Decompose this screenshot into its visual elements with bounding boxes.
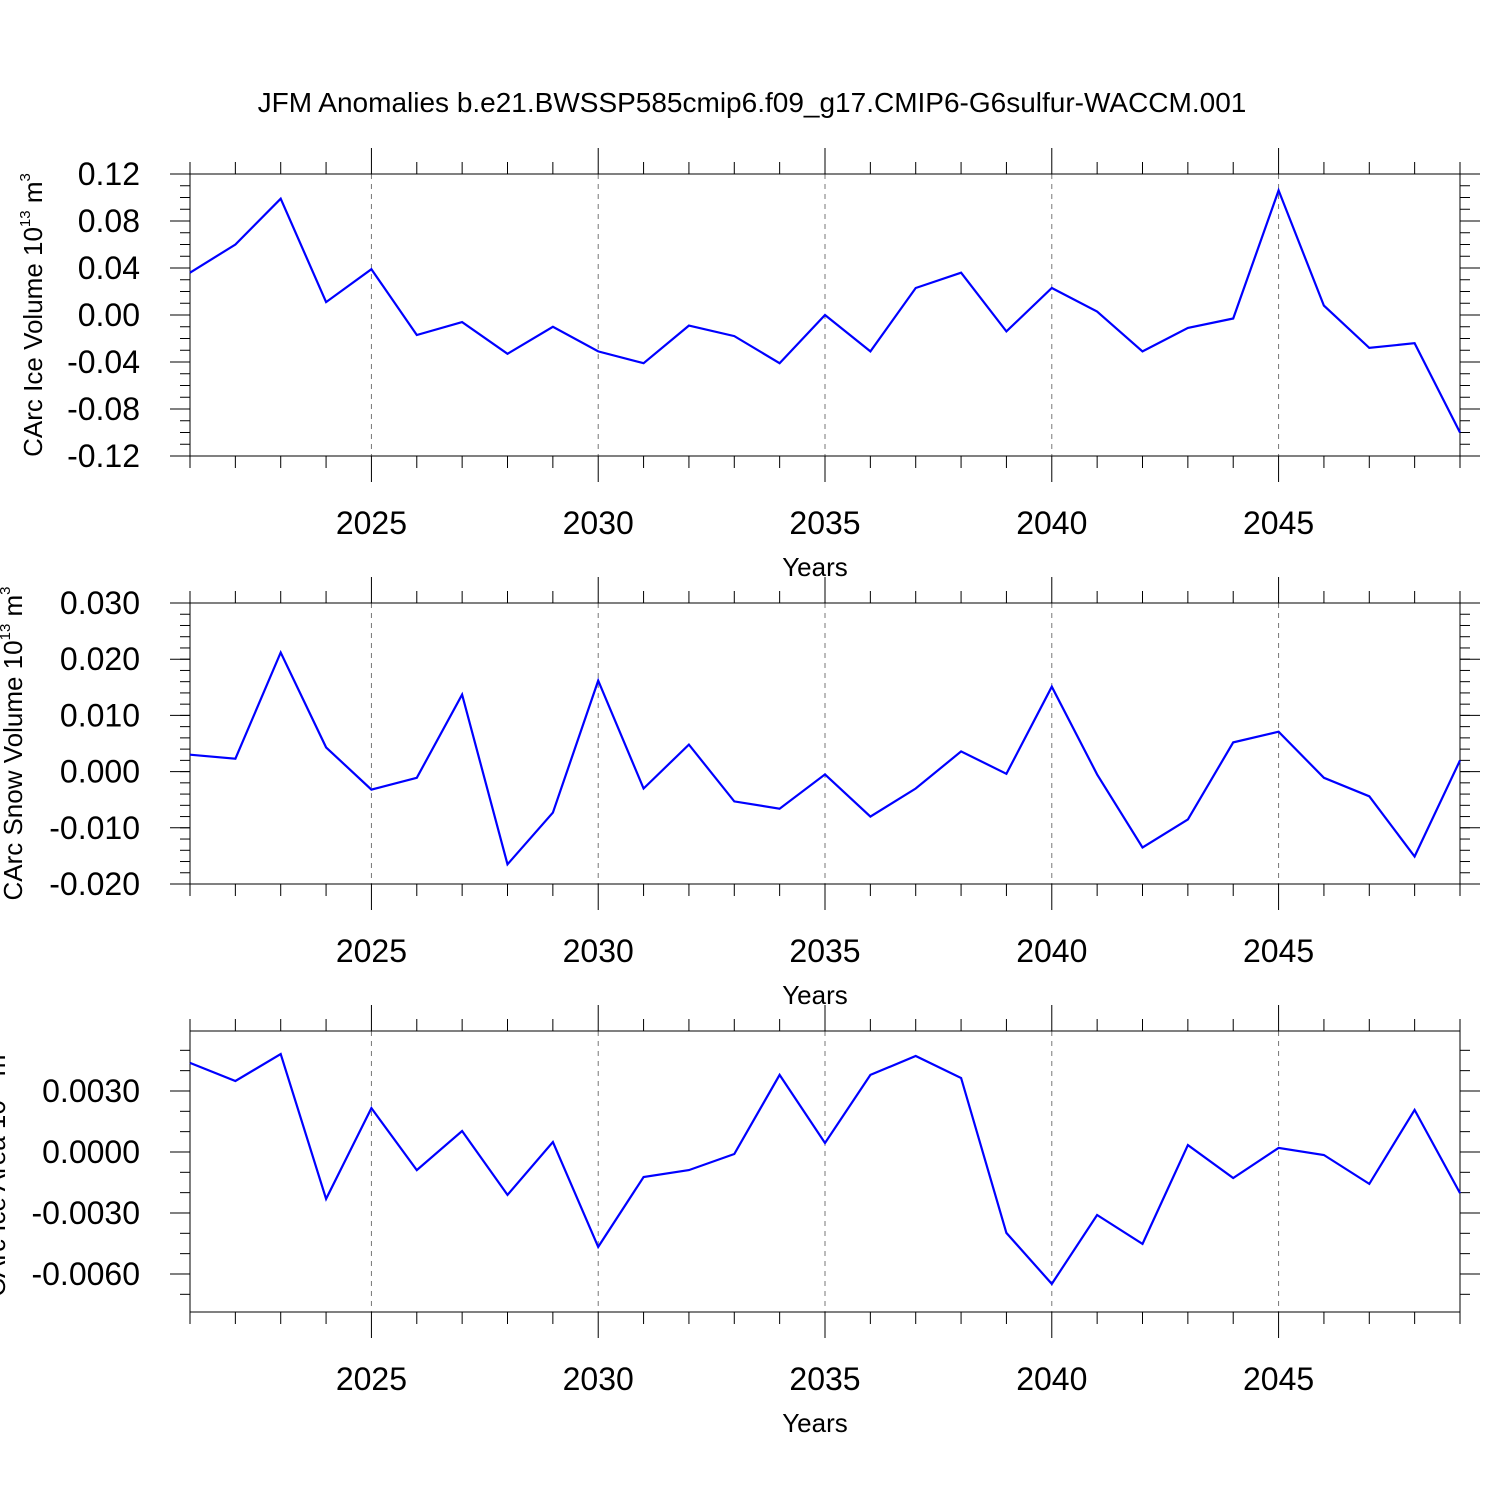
y-axis-label-unit: m bbox=[0, 1055, 11, 1084]
y-axis-label-text: CArc Snow Volume 10 bbox=[0, 640, 28, 900]
x-tick-label: 2025 bbox=[336, 505, 407, 541]
y-axis-label: CArc Ice Area 1013 m2 bbox=[0, 1046, 11, 1296]
y-axis-label-exponent: 13 bbox=[0, 624, 14, 641]
figure-title: JFM Anomalies b.e21.BWSSP585cmip6.f09_g1… bbox=[258, 87, 1247, 118]
x-tick-label: 2040 bbox=[1016, 1361, 1087, 1397]
x-axis-label: Years bbox=[782, 980, 848, 1010]
data-line bbox=[189, 187, 1461, 433]
y-tick-label: 0.04 bbox=[78, 250, 140, 286]
y-tick-label: 0.020 bbox=[60, 641, 140, 677]
y-tick-label: -0.12 bbox=[67, 438, 140, 474]
y-tick-label: -0.010 bbox=[49, 810, 140, 846]
y-tick-label: 0.0030 bbox=[42, 1073, 140, 1109]
panel-3: 2025 2030 2035 2040 2045 0.0030 0.0000 -0.0030 -… bbox=[0, 1005, 1480, 1438]
x-tick-label: 2040 bbox=[1016, 505, 1087, 541]
x-tick-label: 2025 bbox=[336, 933, 407, 969]
x-axis-label: Years bbox=[782, 1408, 848, 1438]
x-tick-label: 2030 bbox=[563, 1361, 634, 1397]
panel-2: 2025 2030 2035 2040 2045 0.030 0.020 0.010 0.000… bbox=[0, 577, 1480, 1010]
data-line bbox=[189, 649, 1461, 867]
x-tick-label: 2035 bbox=[789, 933, 860, 969]
x-tick-label: 2040 bbox=[1016, 933, 1087, 969]
x-tick-label: 2030 bbox=[563, 933, 634, 969]
y-axis-label: CArc Snow Volume 1013 m3 bbox=[0, 586, 28, 900]
x-tick-label: 2045 bbox=[1243, 933, 1314, 969]
plot-frame bbox=[189, 1030, 1461, 1313]
y-axis-label-unit-exponent: 3 bbox=[17, 173, 34, 181]
y-axis-label: CArc Ice Volume 1013 m3 bbox=[17, 173, 48, 457]
x-tick-label: 2035 bbox=[789, 505, 860, 541]
x-axis-label: Years bbox=[782, 552, 848, 582]
x-tick-label: 2035 bbox=[789, 1361, 860, 1397]
y-tick-label: -0.0030 bbox=[31, 1195, 140, 1231]
y-tick-label: 0.010 bbox=[60, 697, 140, 733]
y-axis-label-text: CArc Ice Volume 10 bbox=[18, 227, 48, 457]
panel-1: 2025 2030 2035 2040 2045 0.12 0.08 0.04 0.00 -0.0… bbox=[17, 148, 1480, 582]
y-tick-label: 0.00 bbox=[78, 297, 140, 333]
y-tick-label: -0.08 bbox=[67, 391, 140, 427]
y-axis-label-unit: m bbox=[18, 181, 48, 210]
y-tick-label: -0.0060 bbox=[31, 1256, 140, 1292]
y-tick-label: 0.0000 bbox=[42, 1134, 140, 1170]
plot-frame bbox=[189, 173, 1461, 457]
y-tick-label: 0.12 bbox=[78, 156, 140, 192]
y-tick-label: 0.030 bbox=[60, 585, 140, 621]
y-axis-label-exponent: 13 bbox=[17, 210, 34, 227]
y-tick-label: -0.04 bbox=[67, 344, 140, 380]
data-line bbox=[189, 1052, 1461, 1286]
y-tick-label: 0.08 bbox=[78, 203, 140, 239]
y-axis-label-unit-exponent: 3 bbox=[0, 586, 14, 594]
plot-frame bbox=[189, 602, 1461, 885]
x-tick-label: 2045 bbox=[1243, 1361, 1314, 1397]
y-axis-label-text: CArc Ice Area 10 bbox=[0, 1100, 11, 1297]
x-tick-label: 2045 bbox=[1243, 505, 1314, 541]
x-tick-label: 2025 bbox=[336, 1361, 407, 1397]
y-tick-label: 0.000 bbox=[60, 754, 140, 790]
y-tick-label: -0.020 bbox=[49, 866, 140, 902]
y-axis-label-unit: m bbox=[0, 595, 28, 624]
x-tick-label: 2030 bbox=[563, 505, 634, 541]
